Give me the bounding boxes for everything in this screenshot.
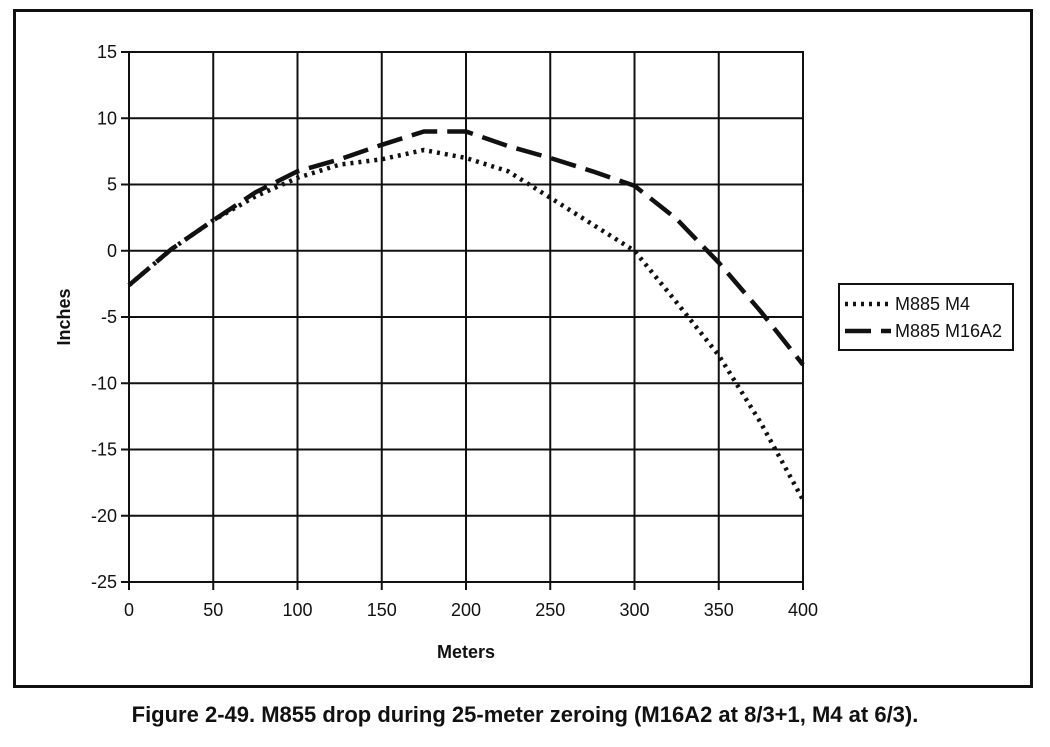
x-axis-ticks: 0 50 100 150 200 250 300 350 400 [124, 582, 818, 620]
y-tick-label: 0 [107, 241, 117, 261]
y-tick-label: -5 [101, 307, 117, 327]
legend: M885 M4 M885 M16A2 [838, 283, 1014, 351]
y-tick-label: -25 [91, 572, 117, 592]
figure-frame: 15 10 5 0 -5 -10 -15 -20 -25 0 50 100 150 200 250 300 3… [13, 9, 1033, 688]
x-tick-label: 400 [788, 600, 818, 620]
y-tick-label: 5 [107, 175, 117, 195]
x-tick-label: 0 [124, 600, 134, 620]
figure-caption: Figure 2-49. M855 drop during 25-meter z… [131, 702, 919, 727]
y-tick-label: -20 [91, 506, 117, 526]
y-tick-label: -15 [91, 440, 117, 460]
legend-label-m4: M885 M4 [895, 294, 970, 314]
x-tick-label: 350 [704, 600, 734, 620]
legend-box [838, 283, 1014, 351]
x-tick-label: 150 [367, 600, 397, 620]
x-tick-label: 50 [203, 600, 223, 620]
x-tick-label: 100 [282, 600, 312, 620]
y-tick-label: 10 [97, 108, 117, 128]
y-axis-title: Inches [54, 288, 74, 345]
x-tick-label: 250 [535, 600, 565, 620]
y-tick-label: 15 [97, 42, 117, 62]
legend-label-m16a2: M885 M16A2 [895, 321, 1002, 341]
x-tick-label: 200 [451, 600, 481, 620]
plot-area [128, 51, 804, 583]
x-tick-label: 300 [619, 600, 649, 620]
y-axis-ticks: 15 10 5 0 -5 -10 -15 -20 -25 [91, 42, 129, 592]
series-line-0 [127, 147, 805, 501]
series [127, 129, 805, 501]
y-tick-label: -10 [91, 373, 117, 393]
series-line-1 [127, 129, 805, 367]
x-axis-title: Meters [437, 642, 495, 662]
